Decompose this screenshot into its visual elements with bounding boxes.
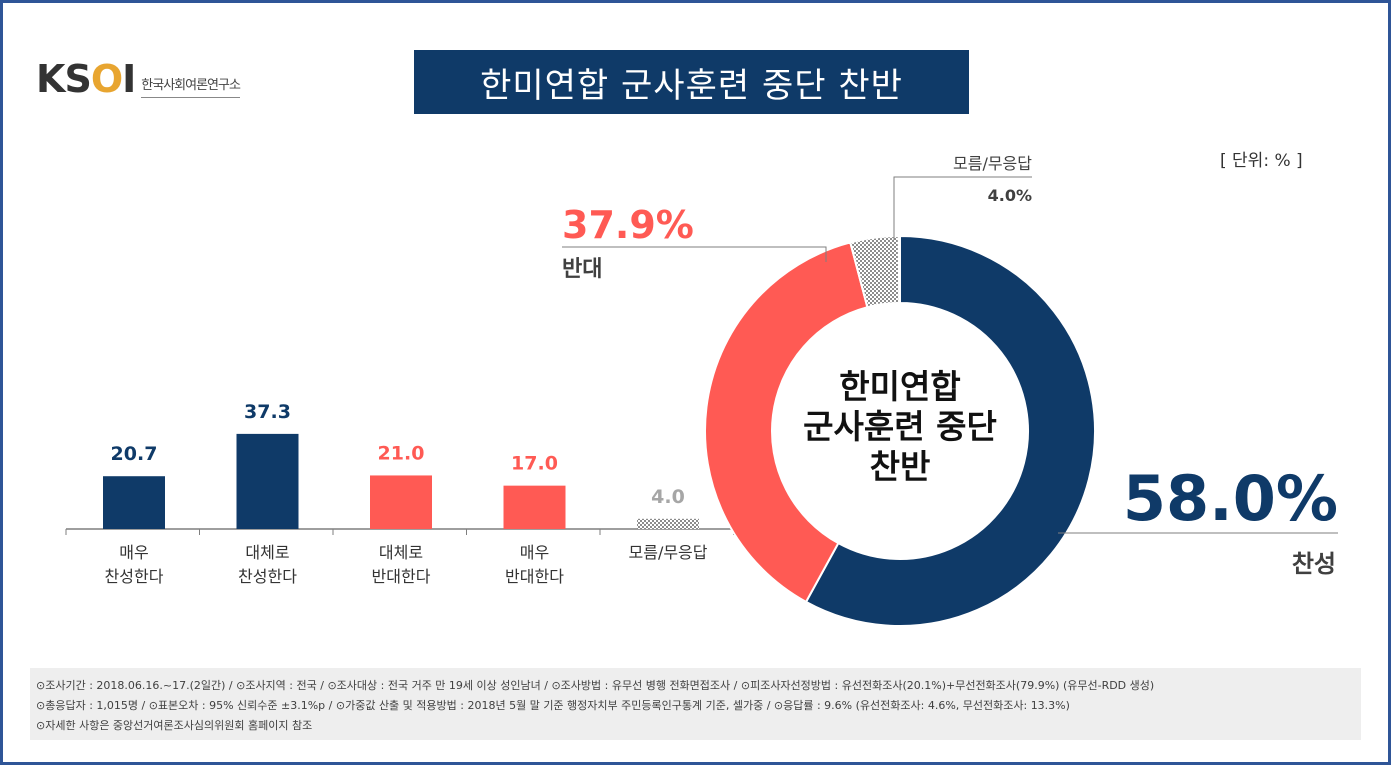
bar-category-label: 매우	[119, 543, 148, 562]
donut-slice	[849, 234, 901, 309]
bar-category-label: 찬성한다	[238, 567, 297, 586]
survey-footer: ⊙조사기간 : 2018.06.16.~17.(2일간) / ⊙조사지역 : 전…	[30, 668, 1361, 740]
donut-slice	[804, 234, 1096, 627]
footer-line-1: ⊙조사기간 : 2018.06.16.~17.(2일간) / ⊙조사지역 : 전…	[36, 679, 1155, 692]
agree-value-label: 58.0%	[1123, 462, 1338, 535]
logo-subtitle: 한국사회여론연구소	[141, 74, 241, 98]
bar-category-label: 모름/무응답	[629, 543, 708, 562]
disagree-label: 반대	[562, 257, 602, 282]
leader-line-disagree	[562, 246, 827, 262]
bar-value-label: 37.3	[244, 401, 291, 423]
agree-label: 찬성	[1292, 550, 1336, 578]
bar-value-label: 20.7	[111, 443, 158, 465]
donut-center-text: 한미연합	[839, 367, 960, 406]
footer-line-3: ⊙자세한 사항은 중앙선거여론조사심의위원회 홈페이지 참조	[36, 719, 313, 732]
bar	[503, 485, 566, 529]
unit-label: [ 단위: % ]	[1220, 151, 1303, 171]
donut-center-text: 찬반	[870, 447, 931, 486]
bar	[103, 476, 165, 529]
disagree-value-label: 37.9%	[562, 203, 694, 247]
bar-category-label: 반대한다	[372, 567, 431, 586]
footer-line-2: ⊙총응답자 : 1,015명 / ⊙표본오차 : 95% 신뢰수준 ±3.1%p…	[36, 699, 1070, 712]
bar-value-label: 17.0	[511, 453, 558, 475]
bar-category-label: 찬성한다	[105, 567, 164, 586]
logo-mark: KSOI	[36, 57, 136, 101]
page-title: 한미연합 군사훈련 중단 찬반	[414, 50, 969, 114]
dontknow-value-label: 4.0%	[988, 186, 1032, 205]
dontknow-label: 모름/무응답	[953, 154, 1032, 173]
bar-value-label: 4.0	[651, 486, 685, 508]
bar-category-label: 반대한다	[505, 567, 564, 586]
bar-category-label: 매우	[520, 543, 549, 562]
bar	[370, 475, 432, 529]
bar	[236, 433, 299, 529]
leader-line-dontknow	[893, 176, 1032, 240]
donut-center-text: 군사훈련 중단	[803, 407, 997, 446]
bar-category-label: 대체로	[379, 543, 423, 562]
bar-category-label: 대체로	[245, 543, 289, 562]
bar-value-label: 21.0	[378, 442, 425, 464]
ksoi-logo: KSOI 한국사회여론연구소	[36, 57, 241, 101]
bar	[637, 518, 699, 529]
donut-slice	[704, 241, 869, 604]
